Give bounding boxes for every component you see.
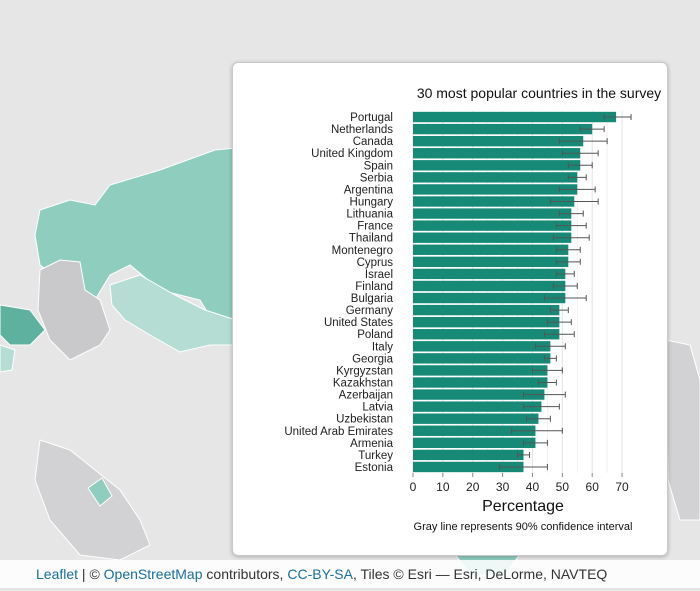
x-tick-label: 10 (436, 480, 450, 494)
gridlines (412, 111, 637, 473)
bar[interactable] (413, 329, 560, 340)
x-tick-label: 0 (410, 480, 417, 494)
bar[interactable] (413, 148, 581, 159)
bar[interactable] (413, 111, 617, 123)
map-region-uae[interactable] (87, 477, 113, 507)
map-attribution: Leaflet | © OpenStreetMap contributors, … (0, 560, 700, 588)
y-tick-label: Azerbaijan (339, 390, 393, 402)
attribution-tiles: , Tiles © Esri — Esri, DeLorme, NAVTEQ (352, 566, 608, 582)
chart-title: 30 most popular countries in the survey (417, 85, 661, 101)
x-tick-label: 50 (556, 480, 570, 494)
bar[interactable] (413, 413, 539, 424)
map-region-caucasus[interactable] (0, 304, 46, 346)
y-tick-label: Portugal (350, 112, 393, 124)
bar[interactable] (413, 172, 578, 183)
error-bars (499, 114, 632, 470)
attribution-contributors: contributors, (202, 566, 288, 582)
bar[interactable] (413, 377, 548, 388)
x-tick-label: 20 (466, 480, 480, 494)
y-tick-label: France (357, 221, 393, 233)
y-tick-label: Hungary (350, 197, 394, 209)
y-tick-label: Poland (357, 329, 393, 341)
openstreetmap-link[interactable]: OpenStreetMap (103, 566, 203, 582)
y-tick-label: Estonia (355, 462, 394, 474)
y-tick-label: Bulgaria (351, 293, 394, 305)
map-region-east[interactable] (665, 339, 700, 521)
chart-caption: Gray line represents 90% confidence inte… (414, 521, 633, 533)
bar[interactable] (413, 292, 566, 304)
chart-popup: Portugal Netherlands Canada United Kingdom S… (232, 62, 668, 556)
bar[interactable] (413, 256, 569, 268)
y-tick-label: Kazakhstan (333, 378, 393, 390)
y-tick-label: Latvia (362, 402, 393, 414)
license-link[interactable]: CC-BY-SA (287, 566, 353, 582)
y-tick-label: Serbia (360, 172, 394, 184)
y-tick-label: Netherlands (331, 124, 393, 136)
bar[interactable] (413, 341, 551, 352)
plot-area (413, 111, 637, 473)
y-tick-label: Israel (365, 269, 393, 281)
bar[interactable] (413, 353, 551, 364)
bar[interactable] (413, 184, 578, 195)
bar[interactable] (413, 123, 593, 135)
bar[interactable] (413, 449, 524, 461)
bar[interactable] (413, 389, 545, 400)
map-region-kazakhstan[interactable] (37, 259, 111, 361)
bar[interactable] (413, 232, 572, 243)
x-axis-label: Percentage (482, 498, 564, 515)
attribution-separator: | © (78, 566, 104, 582)
bar[interactable] (413, 280, 566, 292)
y-tick-label: Thailand (349, 233, 393, 245)
bar[interactable] (413, 160, 581, 171)
y-tick-label: Lithuania (346, 209, 393, 221)
bar[interactable] (413, 316, 560, 328)
bar[interactable] (413, 437, 536, 449)
y-tick-label: Spain (364, 160, 393, 172)
bar[interactable] (413, 196, 575, 207)
y-tick-label: United Arab Emirates (284, 426, 393, 438)
bar[interactable] (413, 244, 569, 255)
y-tick-label: Uzbekistan (336, 414, 393, 426)
x-tick-label: 60 (586, 480, 600, 494)
bar[interactable] (413, 268, 566, 280)
y-tick-label: Kyrgyzstan (336, 365, 393, 377)
y-tick-label: Cyprus (357, 257, 394, 269)
map-region-middle-east[interactable] (34, 439, 151, 561)
map-region-west[interactable] (0, 344, 16, 373)
bar[interactable] (413, 220, 572, 231)
x-tick-label: 30 (496, 480, 510, 494)
y-tick-label: Argentina (344, 184, 394, 196)
map-region-central-asia[interactable] (109, 274, 237, 353)
y-tick-label: United States (324, 317, 393, 329)
y-tick-label: Montenegro (332, 245, 393, 257)
x-axis-ticks: 0 10 20 30 40 50 60 70 (410, 473, 629, 494)
leaflet-link[interactable]: Leaflet (36, 566, 79, 582)
y-tick-label: United Kingdom (311, 148, 393, 160)
y-tick-label: Armenia (350, 438, 393, 450)
bar[interactable] (413, 401, 542, 412)
bar[interactable] (413, 304, 560, 316)
y-tick-label: Italy (372, 341, 393, 353)
y-tick-label: Georgia (352, 353, 394, 365)
bar[interactable] (413, 135, 584, 147)
y-tick-label: Canada (353, 136, 394, 148)
bar[interactable] (413, 425, 536, 436)
x-tick-label: 70 (615, 480, 629, 494)
bars (413, 111, 617, 473)
bar[interactable] (413, 208, 572, 219)
y-tick-label: Finland (355, 281, 393, 293)
bar[interactable] (413, 461, 524, 473)
y-tick-label: Turkey (358, 450, 393, 462)
x-tick-label: 40 (526, 480, 540, 494)
y-tick-label: Germany (346, 305, 394, 317)
bar[interactable] (413, 365, 548, 376)
